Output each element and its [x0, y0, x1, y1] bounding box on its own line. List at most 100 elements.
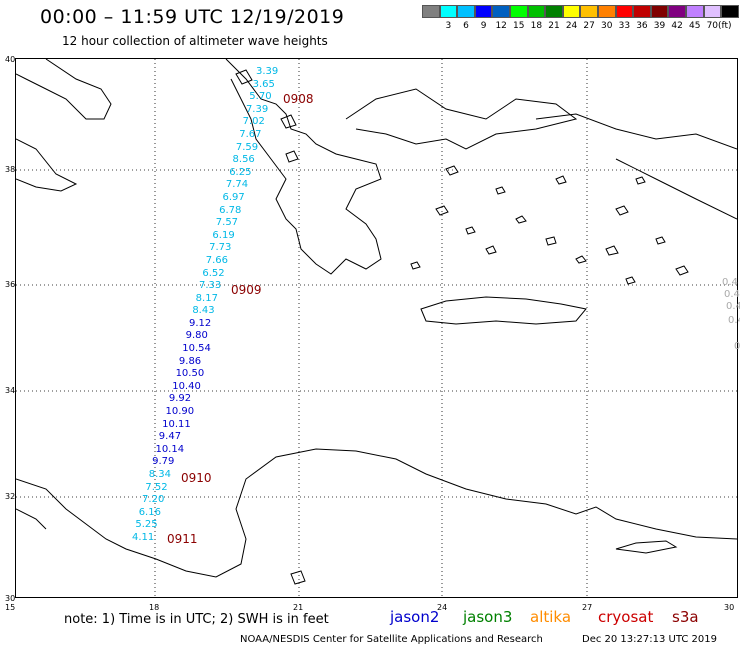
- turkey-south-coast: [615, 158, 738, 220]
- legend-cryosat: cryosat: [598, 608, 654, 626]
- wave-height-value: 3.65: [252, 78, 275, 90]
- wave-height-value: 7.66: [205, 254, 228, 266]
- lon-label: 27: [582, 603, 593, 612]
- scale-swatch: [562, 5, 581, 18]
- timestamp: Dec 20 13:27:13 UTC 2019: [582, 634, 717, 645]
- aegean-north-coast: [345, 88, 578, 150]
- wave-height-value: 10.90: [165, 406, 195, 418]
- wave-height-value: 5.25: [135, 519, 158, 531]
- lon-label: 21: [293, 603, 304, 612]
- cyprus-hint: [615, 540, 678, 554]
- wave-height-value: 6.25: [229, 166, 252, 178]
- edge-value: 0.4: [726, 301, 740, 312]
- wave-height-value: 7.73: [209, 242, 232, 254]
- wave-height-value: 9.79: [152, 456, 175, 468]
- small-island: [290, 570, 306, 585]
- wave-height-value: 10.11: [162, 418, 191, 430]
- greece-mainland: [225, 58, 382, 275]
- ionian-islands: [235, 69, 299, 163]
- scale-label: 12: [495, 21, 507, 31]
- scale-label: 70: [706, 21, 719, 31]
- wave-height-value: 7.02: [242, 116, 265, 128]
- wave-height-value: 7.39: [245, 103, 269, 115]
- wave-height-value: 7.52: [145, 481, 168, 493]
- scale-label: 18: [530, 21, 543, 31]
- edge-value: 0: [734, 341, 740, 352]
- wave-height-value: 7.33: [199, 280, 222, 292]
- scale-swatch: [633, 5, 651, 18]
- time-label: 0909: [231, 283, 262, 297]
- wave-height-value: 6.97: [222, 191, 245, 203]
- scale-swatch: [545, 5, 563, 18]
- gulf-coast: [15, 508, 47, 530]
- wave-height-value: 8.43: [192, 305, 215, 317]
- time-label: 0910: [181, 471, 212, 485]
- time-label: 0908: [283, 92, 314, 106]
- credit-text: NOAA/NESDIS Center for Satellite Applica…: [240, 634, 543, 645]
- color-scale-labels: 3 6 9 12 15 18 21 24 27 30 33 36 39 42 45 70: [422, 21, 721, 31]
- scale-label: 33: [618, 21, 631, 31]
- italy-coast: [15, 58, 112, 120]
- legend-altika: altika: [530, 608, 572, 626]
- scale-swatch: [685, 5, 704, 18]
- legend-jason2: jason2: [390, 608, 440, 626]
- libya-coast: [15, 448, 738, 578]
- lon-label: 30: [724, 603, 735, 612]
- graticule: [16, 59, 737, 597]
- wave-height-value: 9.47: [158, 431, 182, 443]
- lat-label: 38: [5, 165, 16, 174]
- wave-height-value: 9.12: [188, 317, 212, 329]
- map-frame: [15, 58, 738, 598]
- wave-height-value: 5.70: [249, 91, 272, 103]
- edge-value: 0.4: [722, 277, 738, 288]
- scale-label: 45: [688, 21, 701, 31]
- scale-label: 39: [653, 21, 666, 31]
- scale-swatch: [527, 5, 546, 18]
- wave-height-value: 7.57: [215, 217, 239, 229]
- time-label: 0911: [167, 532, 198, 546]
- lat-label: 40: [5, 55, 16, 64]
- lat-label: 32: [5, 492, 16, 501]
- edge-value: 0.4: [728, 315, 740, 326]
- wave-height-value: 9.92: [168, 393, 192, 405]
- wave-height-value: 10.40: [172, 380, 201, 392]
- wave-height-value: 6.78: [219, 204, 242, 216]
- coastlines: [15, 58, 738, 585]
- color-scale: [422, 5, 739, 18]
- scale-swatch: [439, 5, 458, 18]
- page-title: 00:00 – 11:59 UTC 12/19/2019: [40, 6, 345, 28]
- scale-swatch: [721, 5, 739, 18]
- wave-height-value: 8.34: [148, 469, 172, 481]
- scale-label: 42: [671, 21, 683, 31]
- wave-height-value: 8.17: [195, 292, 218, 304]
- wave-height-value: 7.59: [235, 141, 259, 153]
- scale-label: 30: [601, 21, 613, 31]
- turkey-coast: [535, 113, 738, 150]
- scale-label: 3: [445, 21, 452, 31]
- scale-label: 21: [548, 21, 560, 31]
- scale-label: 9: [480, 21, 487, 31]
- lon-label: 24: [437, 603, 448, 612]
- scale-unit: (ft): [718, 21, 732, 31]
- wave-height-value: 10.54: [182, 343, 211, 355]
- scale-label: 27: [583, 21, 595, 31]
- wave-height-value: 8.56: [232, 154, 255, 166]
- scale-label: 24: [565, 21, 578, 31]
- wave-height-value: 4.11: [132, 532, 155, 543]
- scale-swatch: [703, 5, 722, 18]
- wave-height-value: 7.20: [142, 494, 165, 506]
- scale-swatch: [457, 5, 475, 18]
- wave-height-value: 9.80: [185, 330, 208, 342]
- scale-label: 36: [636, 21, 648, 31]
- wave-height-value: 6.19: [212, 229, 235, 241]
- map-canvas: [15, 58, 738, 597]
- wave-height-value: 10.50: [175, 368, 205, 380]
- sicily-coast: [15, 138, 78, 192]
- footer-note: note: 1) Time is in UTC; 2) SWH is in fe…: [64, 612, 329, 627]
- legend-s3a: s3a: [672, 608, 699, 626]
- wave-height-value: 7.74: [225, 179, 249, 191]
- wave-height-value: 10.14: [155, 443, 185, 455]
- lon-label: 15: [5, 603, 16, 612]
- lat-label: 30: [5, 594, 16, 603]
